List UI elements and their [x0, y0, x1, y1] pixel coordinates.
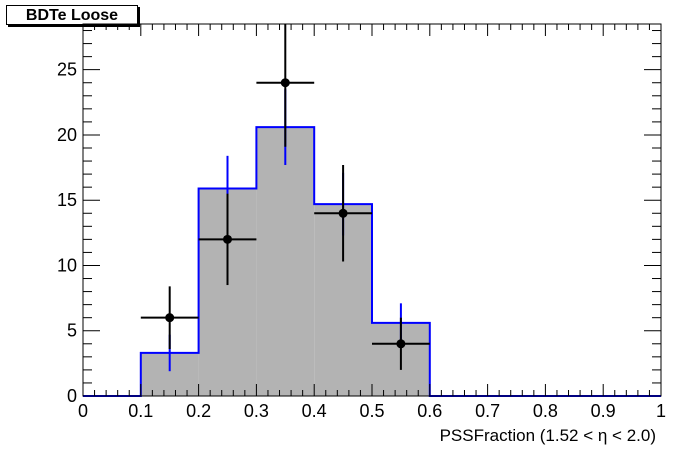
y-tick-label: 5 — [67, 321, 77, 341]
y-tick-label: 15 — [57, 190, 77, 210]
data-point — [280, 78, 290, 88]
data-point — [223, 234, 232, 244]
y-tick-label: 10 — [57, 255, 77, 275]
axis-ticks — [82, 24, 662, 397]
y-tick-label: 20 — [57, 125, 77, 145]
data-point — [165, 313, 175, 323]
y-tick-label: 25 — [57, 60, 77, 80]
data-point — [338, 208, 348, 218]
x-tick-label: 0.7 — [475, 401, 500, 421]
x-tick-label: 0.5 — [359, 401, 384, 421]
histogram-layer — [83, 89, 661, 397]
y-tick-label: 0 — [67, 386, 77, 406]
x-tick-label: 0.1 — [128, 401, 153, 421]
x-tick-label: 0.8 — [533, 401, 558, 421]
histogram-bar — [256, 127, 315, 397]
x-tick-label: 0.9 — [591, 401, 616, 421]
x-tick-label: 1 — [656, 401, 666, 421]
chart-title: BDTe Loose — [6, 5, 138, 25]
x-tick-label: 0.2 — [186, 401, 211, 421]
x-tick-label: 0.4 — [302, 401, 327, 421]
x-tick-label: 0 — [78, 401, 88, 421]
x-tick-label: 0.6 — [417, 401, 442, 421]
x-axis-title: PSSFraction (1.52 < η < 2.0) — [440, 426, 656, 445]
x-tick-label: 0.3 — [244, 401, 269, 421]
data-point — [396, 339, 406, 349]
data-points-layer — [140, 24, 430, 370]
